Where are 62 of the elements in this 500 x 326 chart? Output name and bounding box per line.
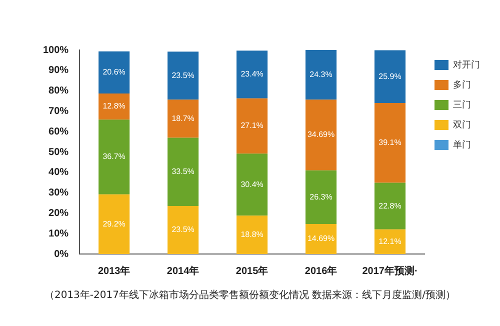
x-tick-label: 2016年	[304, 264, 338, 277]
data-label: 23.5%	[172, 225, 194, 234]
y-tick-label: 30%	[48, 188, 69, 199]
data-label: 30.4%	[240, 180, 264, 189]
bar	[374, 103, 406, 183]
y-tick-label: 90%	[48, 65, 69, 76]
bar	[168, 138, 199, 206]
bar	[168, 100, 199, 138]
y-tick-label: 20%	[48, 208, 69, 219]
bar	[98, 51, 130, 94]
bar	[374, 229, 406, 254]
bar	[236, 50, 268, 98]
bar	[98, 194, 130, 254]
legend-label: 对开门	[453, 59, 480, 70]
bar	[306, 170, 337, 224]
bar	[98, 120, 130, 194]
y-tick-label: 60%	[48, 126, 69, 138]
y-tick-label: 50%	[48, 146, 69, 158]
legend-label: 三门	[453, 99, 471, 110]
data-label: 18.7%	[172, 114, 194, 123]
data-label: 12.1%	[378, 236, 402, 246]
legend-label: 单门	[453, 139, 471, 150]
bar	[236, 216, 268, 254]
data-label: 23.5%	[172, 70, 194, 80]
bar	[236, 98, 268, 154]
x-tick-label: 2015年	[236, 264, 268, 277]
data-label: 39.1%	[378, 138, 402, 148]
data-label: 24.3%	[310, 70, 332, 80]
data-label: 22.8%	[378, 201, 402, 210]
bar	[168, 52, 199, 100]
bar	[168, 206, 199, 254]
bar	[306, 100, 337, 170]
data-label: 12.8%	[102, 102, 126, 111]
legend-label: 双门	[453, 119, 471, 130]
data-label: 25.9%	[378, 72, 402, 81]
x-tick-label: 2013年	[98, 264, 130, 277]
y-tick-label: 0%	[54, 248, 69, 260]
data-label: 34.69%	[307, 130, 335, 140]
data-label: 27.1%	[240, 121, 264, 130]
text: （2013年-2017年线下冰箱市场分品类零售额份额变化情况 数据来源：线下月度监测/预测）	[43, 288, 457, 302]
data-label: 33.5%	[172, 167, 194, 176]
data-label: 14.69%	[307, 234, 335, 244]
data-label: 26.3%	[310, 192, 332, 202]
bar	[236, 154, 268, 216]
data-label: 23.4%	[240, 70, 264, 79]
y-tick-label: 80%	[48, 86, 69, 97]
bar	[374, 50, 406, 104]
legend-label: 多门	[453, 79, 471, 90]
bar	[374, 182, 406, 230]
data-label: 20.6%	[102, 68, 126, 77]
y-tick-label: 70%	[48, 106, 69, 117]
bar	[306, 224, 337, 254]
x-tick-label: 2017年预测·	[362, 264, 418, 277]
x-tick-label: 2014年	[166, 264, 200, 277]
y-tick-label: 40%	[48, 167, 69, 178]
bar	[98, 93, 130, 120]
data-label: 18.8%	[240, 230, 264, 240]
y-tick-label: 10%	[48, 228, 69, 240]
bar	[306, 50, 337, 100]
data-label: 36.7%	[102, 152, 126, 162]
y-tick-label: 100%	[43, 44, 69, 56]
data-label: 29.2%	[102, 219, 126, 228]
